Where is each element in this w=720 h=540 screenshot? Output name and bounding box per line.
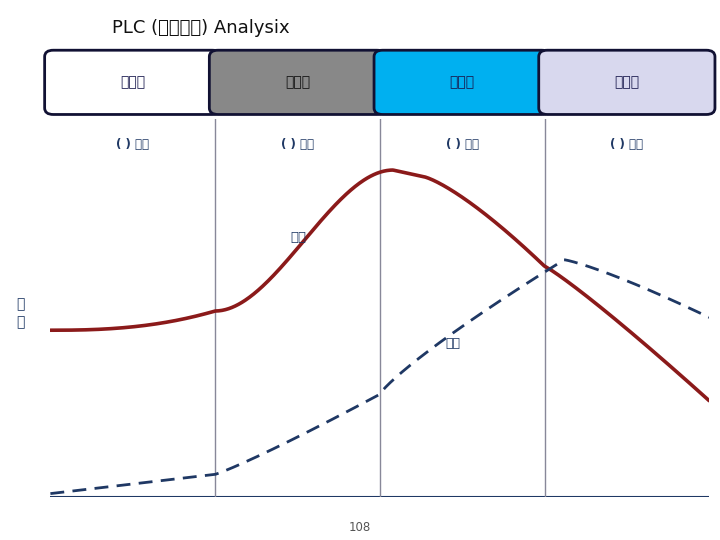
Text: PLC (상품주기) Analysix: PLC (상품주기) Analysix (112, 19, 289, 37)
Text: 매출: 매출 (291, 231, 307, 244)
Text: 매
출: 매 출 (16, 298, 24, 329)
Text: 이익: 이익 (446, 336, 461, 349)
Text: ( ) 개월: ( ) 개월 (281, 138, 314, 151)
Text: 108: 108 (349, 521, 371, 534)
Text: 도입기: 도입기 (120, 76, 145, 89)
Text: 성숙기: 성숙기 (449, 76, 474, 89)
Text: ( ) 개월: ( ) 개월 (116, 138, 149, 151)
Text: 성장기: 성장기 (285, 76, 310, 89)
Text: 쇄퇰기: 쇄퇰기 (614, 76, 639, 89)
Text: ( ) 개월: ( ) 개월 (446, 138, 479, 151)
Text: ( ) 개월: ( ) 개월 (611, 138, 644, 151)
